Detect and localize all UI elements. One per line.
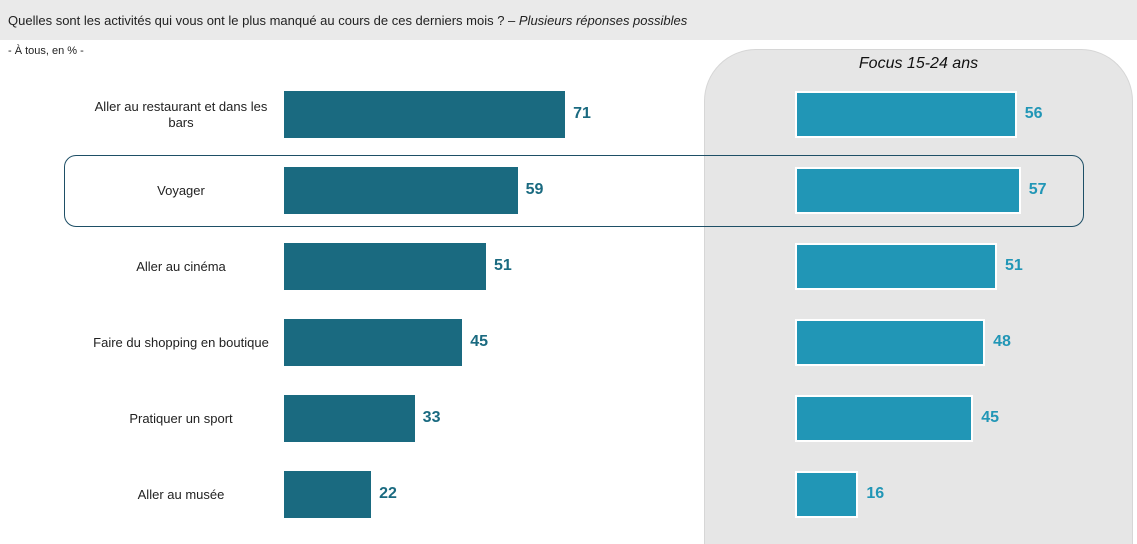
value-label-young: 51 [1004, 257, 1023, 274]
question-main: Quelles sont les activités qui vous ont … [8, 13, 519, 28]
bar-all [284, 471, 372, 518]
value-label-all: 51 [493, 257, 512, 274]
bar-young [795, 319, 986, 366]
category-label: Aller au restaurant et dans les bars [94, 98, 268, 130]
category-label: Faire du shopping en boutique [93, 334, 269, 350]
base-note: - À tous, en % - [8, 45, 84, 57]
value-label-all: 33 [422, 409, 441, 426]
value-label-all: 71 [573, 105, 591, 122]
question-sub: Plusieurs réponses possibles [518, 13, 688, 28]
value-label-young: 45 [981, 409, 999, 426]
value-label-young: 48 [993, 333, 1011, 350]
question-text: Quelles sont les activités qui vous ont … [8, 13, 687, 28]
highlight-box [64, 155, 1084, 227]
value-label-young: 57 [1028, 181, 1047, 198]
value-label-all: 59 [525, 181, 544, 198]
bar-young [795, 395, 974, 442]
bar-young [795, 243, 997, 290]
bar-young [795, 91, 1017, 138]
category-label: Aller au cinéma [136, 258, 226, 274]
bar-young [795, 167, 1021, 214]
bar-all [284, 243, 486, 290]
value-label-all: 22 [379, 485, 397, 502]
category-label: Aller au musée [137, 486, 225, 502]
bar-all [284, 319, 463, 366]
bar-all [284, 91, 566, 138]
focus-title: Focus 15-24 ans [858, 55, 979, 72]
bar-all [284, 395, 415, 442]
value-label-young: 16 [866, 485, 885, 502]
value-label-all: 45 [470, 333, 488, 350]
bar-all [284, 167, 518, 214]
category-label: Voyager [157, 182, 205, 198]
value-label-young: 56 [1024, 105, 1043, 122]
question-header: Quelles sont les activités qui vous ont … [0, 0, 1137, 40]
bar-young [795, 471, 859, 518]
category-label: Pratiquer un sport [129, 410, 233, 426]
